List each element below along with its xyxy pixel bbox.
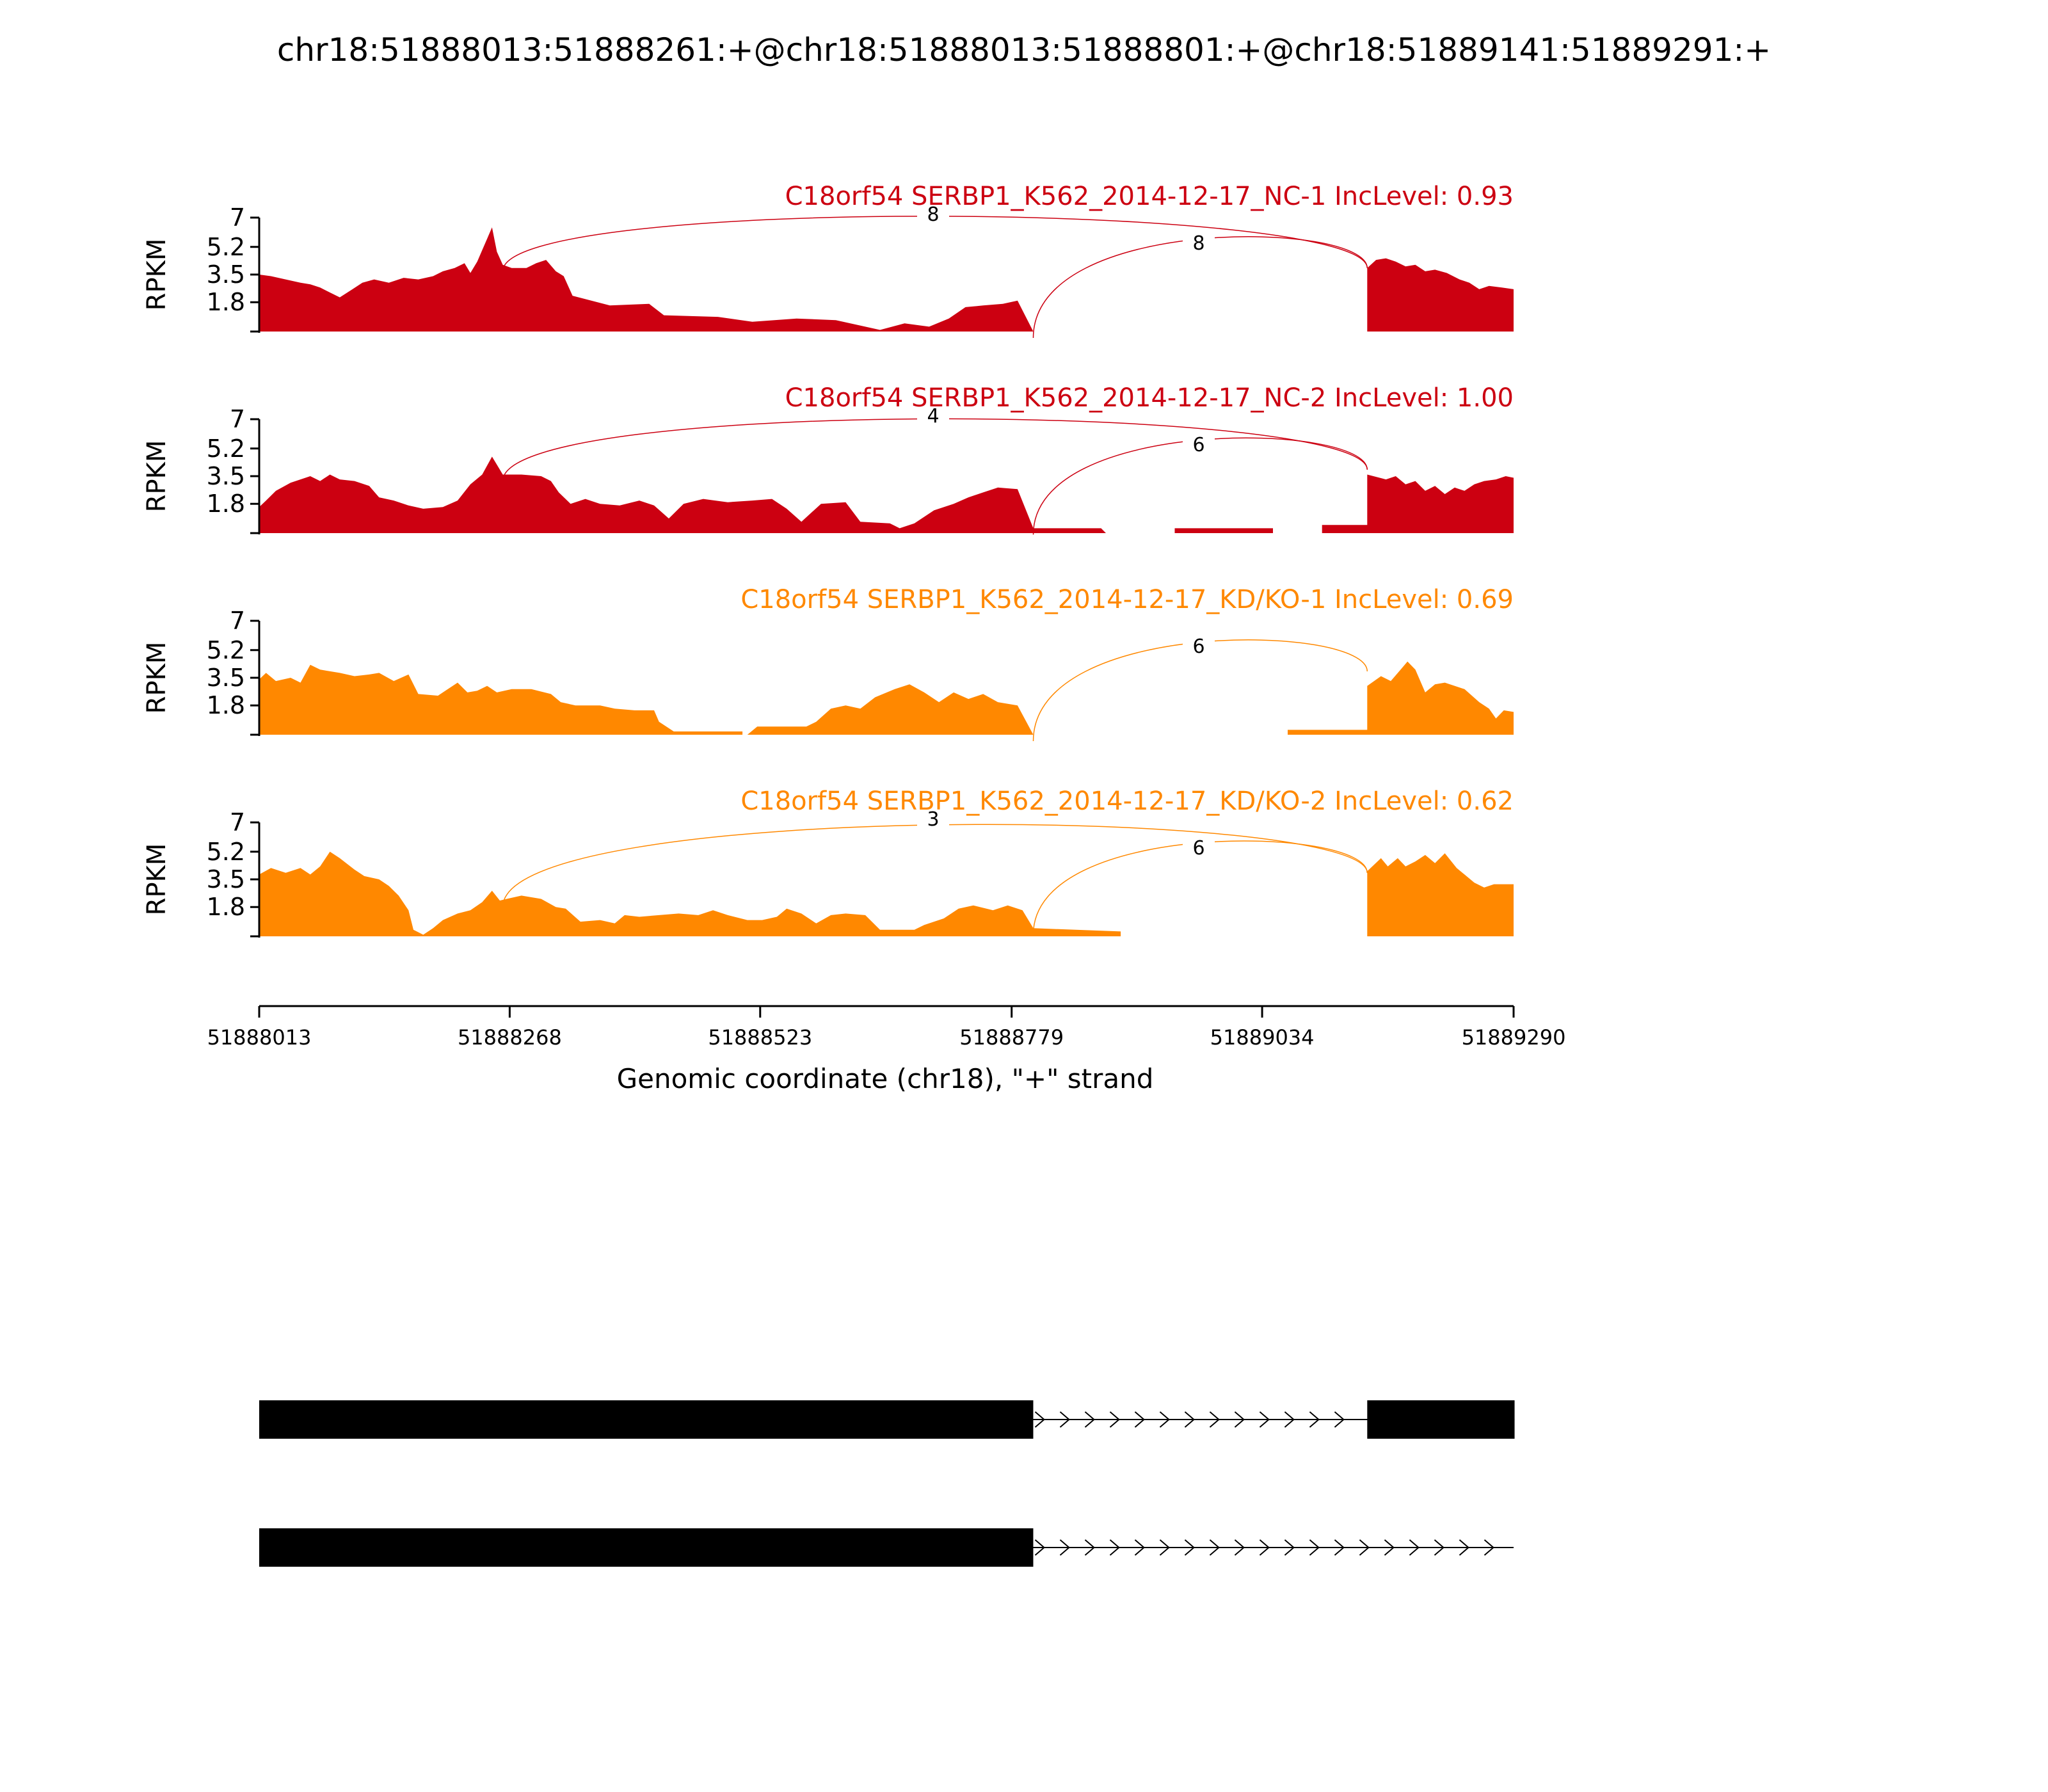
- gene-models: [259, 1400, 1515, 1567]
- strand-chevron: [1234, 1539, 1245, 1556]
- track-title: C18orf54 SERBP1_K562_2014-12-17_KD/KO-1 …: [740, 585, 1514, 614]
- strand-chevron: [1059, 1539, 1070, 1556]
- strand-chevron: [1284, 1539, 1295, 1556]
- y-axis-label: RPKM: [142, 844, 172, 916]
- strand-chevron: [1109, 1539, 1120, 1556]
- junction-label: 6: [1192, 434, 1204, 456]
- x-tick-label: 51888013: [207, 1025, 312, 1050]
- strand-chevron: [1159, 1539, 1170, 1556]
- strand-chevron: [1259, 1411, 1270, 1428]
- coverage-area: [259, 851, 1514, 936]
- y-tick-label: 1.8: [207, 893, 245, 921]
- y-axis-label: RPKM: [142, 239, 172, 311]
- y-tick-label: 1.8: [207, 490, 245, 518]
- x-tick-label: 51889290: [1462, 1025, 1566, 1050]
- exon-block: [259, 1528, 1034, 1567]
- y-tick-label: 3.5: [207, 664, 245, 692]
- strand-chevron: [1459, 1539, 1469, 1556]
- strand-chevron: [1134, 1411, 1145, 1428]
- strand-chevron: [1209, 1411, 1220, 1428]
- junction-arc: [502, 418, 1368, 481]
- x-axis: 51888013 51888268 51888523 51888779 51889034…: [207, 1005, 1566, 1050]
- x-tick-label: 51889034: [1210, 1025, 1315, 1050]
- y-axis-label: RPKM: [142, 642, 172, 714]
- strand-chevron: [1384, 1539, 1395, 1556]
- junction-label-bg: [917, 207, 949, 226]
- strand-chevron: [1034, 1539, 1045, 1556]
- junction-label: 6: [1192, 636, 1204, 658]
- junction-label-bg: [1183, 840, 1215, 860]
- junction-label-bg: [1183, 639, 1215, 658]
- strand-chevron: [1109, 1411, 1120, 1428]
- junction-label-bg: [917, 408, 949, 428]
- y-tick-label: 1.8: [207, 691, 245, 719]
- junction-label: 4: [927, 405, 939, 428]
- y-tick-label: 5.2: [207, 838, 245, 866]
- track-title: C18orf54 SERBP1_K562_2014-12-17_NC-1 Inc…: [785, 182, 1514, 211]
- gene-model-inclusion-isoform: [259, 1400, 1515, 1439]
- y-tick-label: 7: [230, 405, 245, 433]
- strand-chevron: [1409, 1539, 1420, 1556]
- track-4: 75.23.51.8 RPKM C18orf54 SERBP1_K562_2014-…: [142, 787, 1514, 938]
- figure-title: chr18:51888013:51888261:+@chr18:51888013…: [277, 31, 1771, 68]
- strand-chevron: [1334, 1539, 1345, 1556]
- strand-chevron: [1134, 1539, 1145, 1556]
- strand-chevron: [1284, 1411, 1295, 1428]
- exon-block: [1367, 1400, 1515, 1439]
- junction-label-bg: [1183, 236, 1215, 255]
- strand-chevron: [1309, 1539, 1320, 1556]
- track-title: C18orf54 SERBP1_K562_2014-12-17_NC-2 Inc…: [785, 383, 1514, 413]
- junction-label: 3: [927, 808, 939, 831]
- y-tick-label: 7: [230, 607, 245, 635]
- strand-chevron: [1034, 1411, 1045, 1428]
- y-tick-label: 3.5: [207, 462, 245, 490]
- junction-arc: [502, 824, 1368, 908]
- coverage-area: [259, 456, 1514, 533]
- track-1: 75.23.51.8 RPKM C18orf54 SERBP1_K562_2014-…: [142, 182, 1514, 339]
- strand-chevron: [1184, 1411, 1195, 1428]
- coverage-area: [259, 227, 1514, 332]
- y-tick-label: 5.2: [207, 636, 245, 664]
- strand-chevron: [1084, 1411, 1095, 1428]
- junction-label-bg: [917, 812, 949, 831]
- y-tick-label: 7: [230, 204, 245, 232]
- y-tick-label: 3.5: [207, 260, 245, 289]
- exon-block: [259, 1400, 1034, 1439]
- strand-chevron: [1209, 1539, 1220, 1556]
- y-axis-label: RPKM: [142, 440, 172, 513]
- strand-chevron: [1434, 1539, 1444, 1556]
- strand-chevron: [1059, 1411, 1070, 1428]
- gene-model-exclusion-isoform: [259, 1528, 1514, 1567]
- junction-label: 8: [1192, 232, 1204, 255]
- strand-chevron: [1234, 1411, 1245, 1428]
- strand-chevron: [1084, 1539, 1095, 1556]
- strand-chevron: [1359, 1539, 1370, 1556]
- y-tick-label: 5.2: [207, 435, 245, 463]
- x-tick-label: 51888268: [458, 1025, 562, 1050]
- track-3: 75.23.51.8 RPKM C18orf54 SERBP1_K562_2014-…: [142, 585, 1514, 742]
- junction-label-bg: [1183, 437, 1215, 456]
- x-axis-label: Genomic coordinate (chr18), "+" strand: [617, 1063, 1154, 1094]
- junction-label: 8: [927, 204, 939, 226]
- strand-chevron: [1309, 1411, 1320, 1428]
- strand-chevron: [1259, 1539, 1270, 1556]
- strand-chevron: [1484, 1539, 1494, 1556]
- y-tick-label: 1.8: [207, 288, 245, 316]
- track-2: 75.23.51.8 RPKM C18orf54 SERBP1_K562_2014-…: [142, 383, 1514, 535]
- y-tick-label: 7: [230, 808, 245, 836]
- y-tick-label: 5.2: [207, 233, 245, 261]
- track-title: C18orf54 SERBP1_K562_2014-12-17_KD/KO-2 …: [740, 787, 1514, 816]
- x-tick-label: 51888779: [959, 1025, 1064, 1050]
- junction-label: 6: [1192, 837, 1204, 860]
- y-tick-label: 3.5: [207, 865, 245, 893]
- coverage-area: [259, 661, 1514, 735]
- x-tick-label: 51888523: [708, 1025, 812, 1050]
- strand-chevron: [1184, 1539, 1195, 1556]
- strand-chevron: [1159, 1411, 1170, 1428]
- strand-chevron: [1334, 1411, 1345, 1428]
